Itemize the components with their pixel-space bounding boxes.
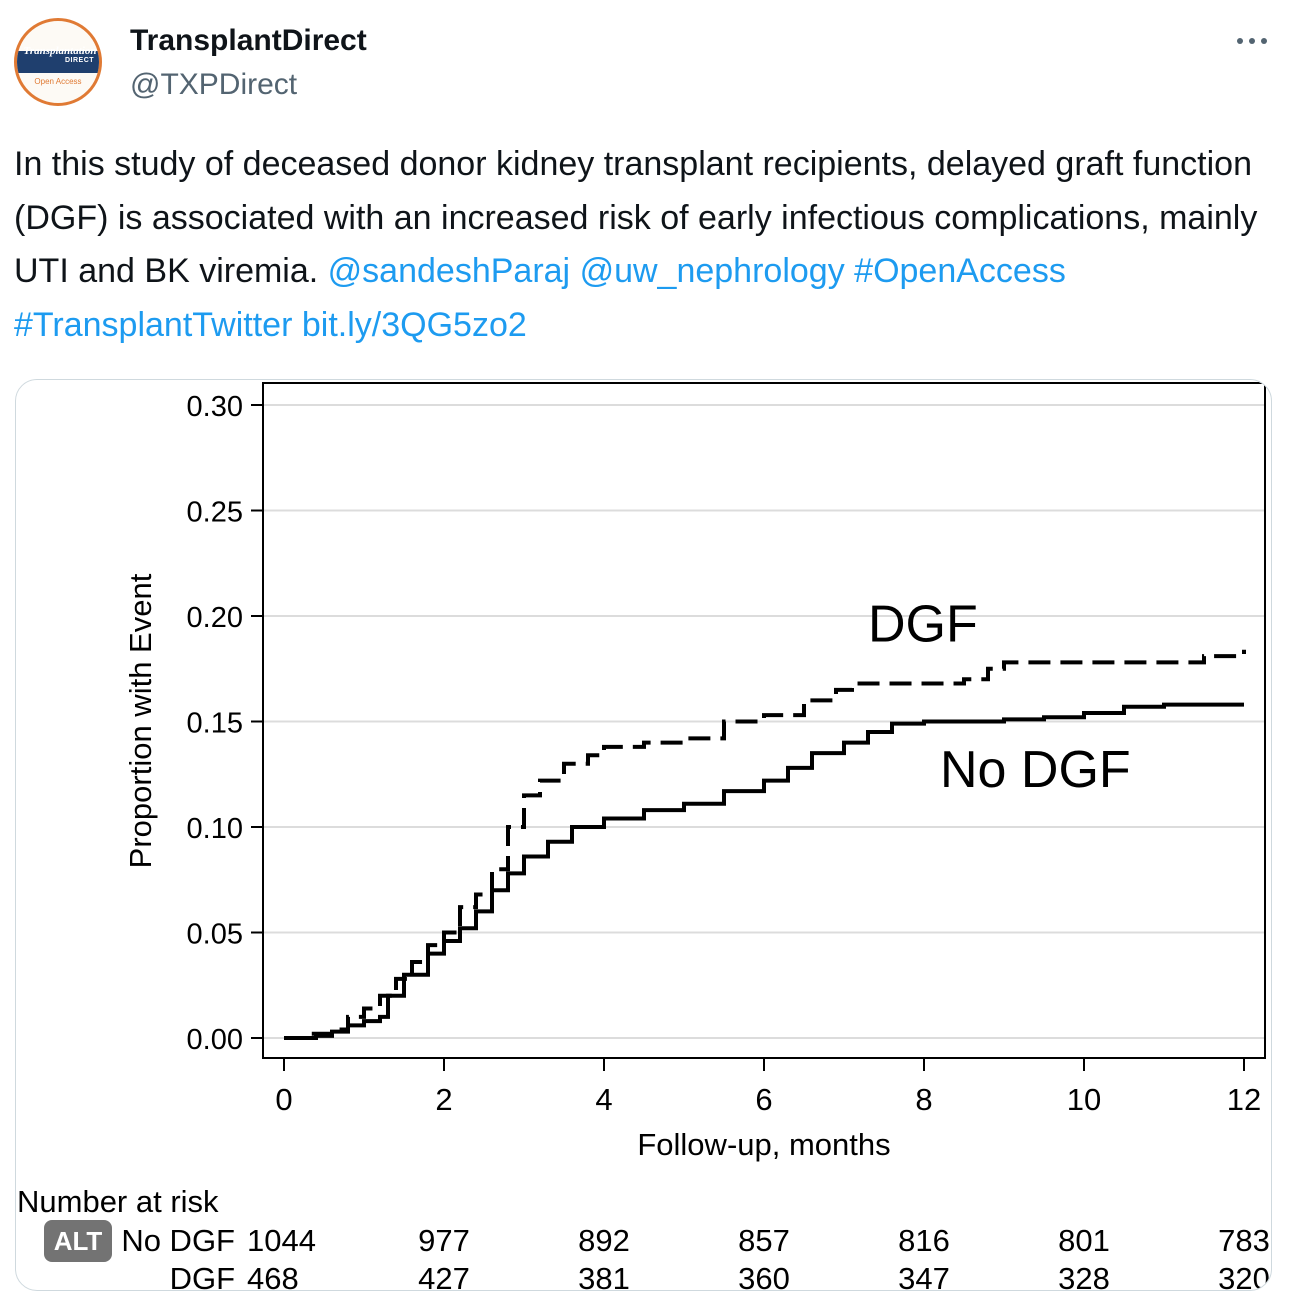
avatar-band xyxy=(17,51,99,73)
curve-annotation: No DGF xyxy=(940,741,1131,799)
more-horizontal-icon xyxy=(1237,38,1243,44)
risk-count: 977 xyxy=(418,1223,470,1258)
more-options-button[interactable] xyxy=(1232,22,1272,58)
avatar-logo-text: Transplantation xyxy=(23,45,97,57)
risk-count: 801 xyxy=(1058,1223,1110,1258)
risk-row-label: DGF xyxy=(170,1261,235,1291)
media-image[interactable]: 0.00 0.05 0.10 0.15 0.20 0.25 0.30 0 2 4 6 8 10 12 Fol… xyxy=(15,379,1272,1291)
x-tick-label: 10 xyxy=(1067,1082,1101,1117)
x-tick-label: 12 xyxy=(1227,1082,1261,1117)
x-tick-label: 4 xyxy=(595,1082,612,1117)
km-chart: 0.000.050.100.150.200.250.300 2 4 6 8 10 12Fol… xyxy=(17,382,1270,1291)
risk-count: 468 xyxy=(247,1261,299,1291)
avatar-open-access-text: Open Access xyxy=(34,77,82,86)
x-tick-label: 2 xyxy=(435,1082,452,1117)
risk-count: 427 xyxy=(418,1261,470,1291)
risk-count: 381 xyxy=(578,1261,630,1291)
risk-count: 1044 xyxy=(247,1223,316,1258)
y-tick-label: 0.20 xyxy=(187,602,243,634)
tweet-body: In this study of deceased donor kidney t… xyxy=(14,145,1258,290)
user-handle[interactable]: @TXPDirect xyxy=(130,68,298,101)
display-name[interactable]: TransplantDirect xyxy=(130,24,367,57)
mention-link[interactable]: @sandeshParaj xyxy=(327,252,571,290)
risk-count: 857 xyxy=(738,1223,790,1258)
x-tick-label: 6 xyxy=(755,1082,772,1117)
risk-row-label: No DGF xyxy=(121,1223,235,1258)
curve-annotation: DGF xyxy=(868,595,978,653)
risk-count: 328 xyxy=(1058,1261,1110,1291)
tweet-text: In this study of deceased donor kidney t… xyxy=(14,138,1279,352)
risk-count: 816 xyxy=(898,1223,950,1258)
y-tick-label: 0.15 xyxy=(187,708,243,740)
y-tick-label: 0.30 xyxy=(187,391,243,423)
avatar[interactable]: Transplantation DIRECT Open Access xyxy=(14,18,102,106)
y-tick-label: 0.05 xyxy=(187,919,243,951)
risk-count: 892 xyxy=(578,1223,630,1258)
risk-count: 320 xyxy=(1218,1261,1270,1291)
x-tick-label: 0 xyxy=(275,1082,292,1117)
more-horizontal-icon xyxy=(1261,38,1267,44)
y-axis-title: Proportion with Event xyxy=(123,573,158,868)
avatar-logo-subtext: DIRECT xyxy=(65,57,95,64)
x-tick-label: 8 xyxy=(915,1082,932,1117)
hashtag-link[interactable]: #TransplantTwitter xyxy=(14,305,293,344)
hashtag-link[interactable]: #OpenAccess xyxy=(854,252,1066,290)
more-horizontal-icon xyxy=(1249,38,1255,44)
mention-link[interactable]: @uw_nephrology xyxy=(579,252,845,290)
no-dgf-curve xyxy=(284,702,1244,1040)
risk-count: 347 xyxy=(898,1261,950,1291)
risk-count: 783 xyxy=(1218,1223,1270,1258)
alt-text-button[interactable]: ALT xyxy=(44,1220,112,1262)
dgf-curve xyxy=(284,649,1246,1040)
risk-table-title: Number at risk xyxy=(17,1184,219,1219)
y-tick-label: 0.00 xyxy=(187,1024,243,1056)
risk-count: 360 xyxy=(738,1261,790,1291)
y-tick-label: 0.25 xyxy=(187,497,243,529)
x-axis-title: Follow-up, months xyxy=(637,1127,890,1162)
url-link[interactable]: bit.ly/3QG5zo2 xyxy=(301,305,527,344)
y-tick-label: 0.10 xyxy=(187,813,243,845)
